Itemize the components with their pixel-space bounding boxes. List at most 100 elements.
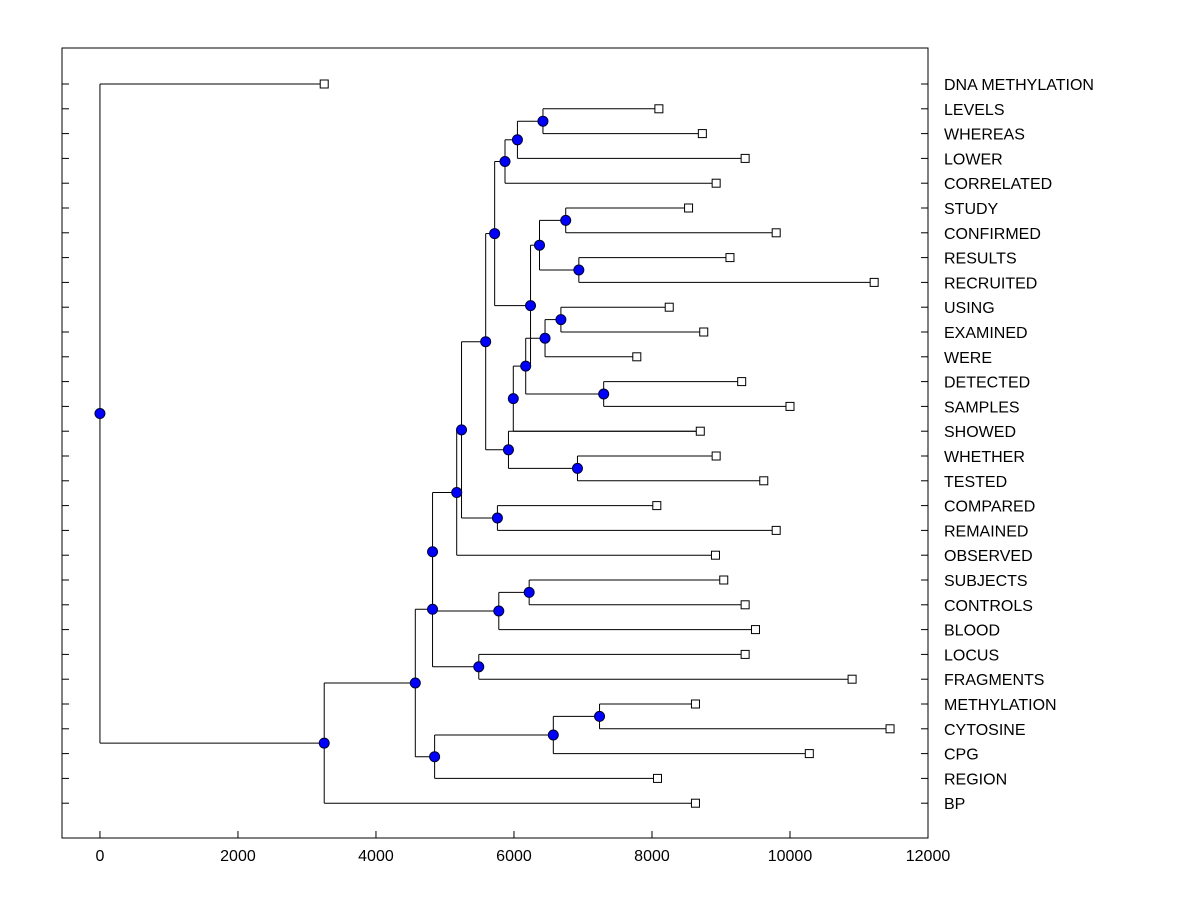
merge-node <box>499 156 511 167</box>
merge-node <box>451 487 463 499</box>
leaf-label: CYTOSINE <box>944 722 1026 739</box>
leaf-label: RESULTS <box>944 251 1017 268</box>
merge-node <box>594 710 606 722</box>
leaf-marker <box>785 401 795 411</box>
merge-node <box>523 586 535 598</box>
leaf-marker <box>725 253 735 263</box>
leaf-marker <box>319 79 329 89</box>
leaf-marker <box>684 203 694 213</box>
leaf-label: REGION <box>944 771 1007 788</box>
merge-node <box>539 332 551 344</box>
leaf-marker <box>740 649 750 659</box>
leaf-label: BP <box>944 796 965 813</box>
merge-node <box>547 729 559 741</box>
x-tick-label: 0 <box>95 848 104 865</box>
leaf-labels: DNA METHYLATION LEVELS WHEREAS LOWER CORRELA… <box>944 77 1094 813</box>
merge-node <box>409 677 421 689</box>
merge-node <box>429 751 441 763</box>
merge-node <box>473 661 485 673</box>
leaf-label: DETECTED <box>944 375 1030 392</box>
leaf-label: FRAGMENTS <box>944 672 1044 689</box>
merge-node <box>94 408 106 420</box>
merge-node <box>456 424 468 436</box>
x-tick-label: 10000 <box>768 848 813 865</box>
leaf-label: WERE <box>944 350 992 367</box>
merge-node <box>525 300 537 312</box>
leaf-label: TESTED <box>944 474 1007 491</box>
leaf-marker <box>697 129 707 139</box>
merge-node <box>571 462 583 474</box>
plot-frame <box>61 47 929 839</box>
merge-node <box>520 360 532 372</box>
merge-node <box>573 264 585 276</box>
leaf-label: REMAINED <box>944 523 1028 540</box>
merge-node <box>560 214 572 226</box>
leaf-marker <box>719 575 729 585</box>
leaf-label: SUBJECTS <box>944 573 1028 590</box>
leaf-marker <box>740 153 750 163</box>
leaf-label: WHETHER <box>944 449 1025 466</box>
merge-nodes <box>94 115 610 763</box>
leaf-label: METHYLATION <box>944 697 1057 714</box>
leaf-marker <box>804 749 814 759</box>
merge-node <box>480 336 492 348</box>
merge-node <box>555 314 567 326</box>
x-tick-label: 12000 <box>906 848 951 865</box>
leaf-marker <box>740 600 750 610</box>
leaf-marker <box>771 525 781 535</box>
merge-node <box>502 444 514 456</box>
x-tick-label: 8000 <box>634 848 670 865</box>
leaf-label: LOCUS <box>944 647 999 664</box>
leaf-marker <box>737 377 747 387</box>
leaf-marker <box>695 426 705 436</box>
leaf-label: CONFIRMED <box>944 226 1041 243</box>
leaf-label: CPG <box>944 747 979 764</box>
leaf-label: DNA METHYLATION <box>944 77 1094 94</box>
leaf-label: WHEREAS <box>944 127 1025 144</box>
merge-node <box>427 546 439 558</box>
merge-node <box>507 393 519 405</box>
y-axis-ticks <box>62 83 928 804</box>
leaf-marker <box>771 228 781 238</box>
x-tick-label: 4000 <box>358 848 394 865</box>
leaf-label: SAMPLES <box>944 399 1020 416</box>
leaf-label: STUDY <box>944 201 999 218</box>
leaf-marker <box>632 352 642 362</box>
leaf-marker <box>759 476 769 486</box>
leaf-marker <box>885 724 895 734</box>
leaf-label: LOWER <box>944 151 1003 168</box>
leaf-marker <box>653 773 663 783</box>
leaf-marker <box>699 327 709 337</box>
leaf-marker <box>690 699 700 709</box>
leaf-marker <box>847 674 857 684</box>
dendrogram-links <box>99 83 891 804</box>
merge-node <box>537 115 549 127</box>
leaf-label: OBSERVED <box>944 548 1033 565</box>
leaf-marker <box>652 501 662 511</box>
merge-node <box>491 512 503 524</box>
leaf-marker <box>869 277 879 287</box>
x-tick-label: 2000 <box>220 848 256 865</box>
leaf-label: CORRELATED <box>944 176 1052 193</box>
leaf-label: CONTROLS <box>944 598 1033 615</box>
leaf-marker <box>711 178 721 188</box>
leaf-marker <box>710 550 720 560</box>
leaf-label: USING <box>944 300 995 317</box>
merge-node <box>534 239 546 251</box>
merge-node <box>489 228 501 240</box>
leaf-label: BLOOD <box>944 623 1000 640</box>
leaf-marker <box>750 625 760 635</box>
merge-node <box>427 603 439 615</box>
leaf-marker <box>654 104 664 114</box>
leaf-label: COMPARED <box>944 499 1035 516</box>
leaf-marker <box>690 798 700 808</box>
merge-node <box>493 605 505 617</box>
merge-node <box>598 388 610 400</box>
leaf-label: EXAMINED <box>944 325 1028 342</box>
leaf-marker <box>664 302 674 312</box>
x-axis: 0 2000 4000 6000 8000 10000 12000 <box>95 831 950 865</box>
leaf-label: RECRUITED <box>944 275 1037 292</box>
merge-node <box>318 737 330 749</box>
leaf-label: SHOWED <box>944 424 1016 441</box>
